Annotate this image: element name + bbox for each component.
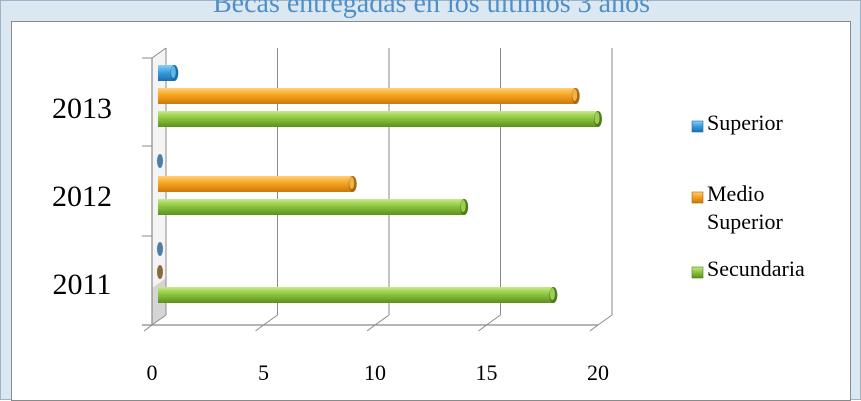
y-category-label: 2013 (52, 92, 112, 125)
grid-depth-line (263, 314, 278, 326)
bar (158, 88, 576, 104)
bar (158, 199, 465, 215)
grid-depth-line (374, 314, 390, 326)
x-tick-label: 20 (587, 360, 609, 385)
bar-end-highlight (170, 66, 176, 78)
y-axis-top (151, 47, 167, 59)
bar-zero-stub (157, 242, 163, 256)
legend-label: Secundaria (707, 256, 805, 281)
bar-end-highlight (349, 177, 355, 189)
bar (158, 65, 175, 81)
bar-end-highlight (572, 89, 578, 101)
bar (158, 111, 598, 127)
bar-end-highlight (460, 200, 466, 212)
bar (158, 176, 353, 192)
bar-end-highlight (594, 112, 600, 124)
chart-title: Becas entregadas en los últimos 3 años (212, 0, 650, 19)
grid-depth-line (597, 314, 613, 326)
y-category-label: 2012 (52, 180, 112, 213)
x-tick-mark (366, 324, 376, 332)
bar (158, 287, 554, 303)
y-category-label: 2011 (53, 268, 112, 301)
x-tick-mark (143, 324, 153, 332)
legend-label: Superior (707, 110, 783, 135)
x-tick-mark (478, 324, 487, 332)
bar-zero-stub (157, 265, 163, 279)
grid-depth-line (151, 314, 167, 326)
legend-swatch (691, 266, 704, 279)
legend-swatch (691, 120, 704, 133)
x-tick-label: 5 (258, 360, 269, 385)
legend-swatch (691, 191, 704, 204)
x-tick-label: 10 (364, 360, 386, 385)
x-tick-mark (589, 324, 599, 332)
x-tick-label: 0 (147, 360, 158, 385)
bar-end-highlight (549, 288, 555, 300)
x-tick-label: 15 (476, 360, 498, 385)
legend-label: Superior (707, 209, 783, 234)
grid-depth-line (486, 314, 501, 326)
legend-label: Medio (707, 181, 764, 206)
bar-zero-stub (157, 154, 163, 168)
x-tick-mark (255, 324, 264, 332)
